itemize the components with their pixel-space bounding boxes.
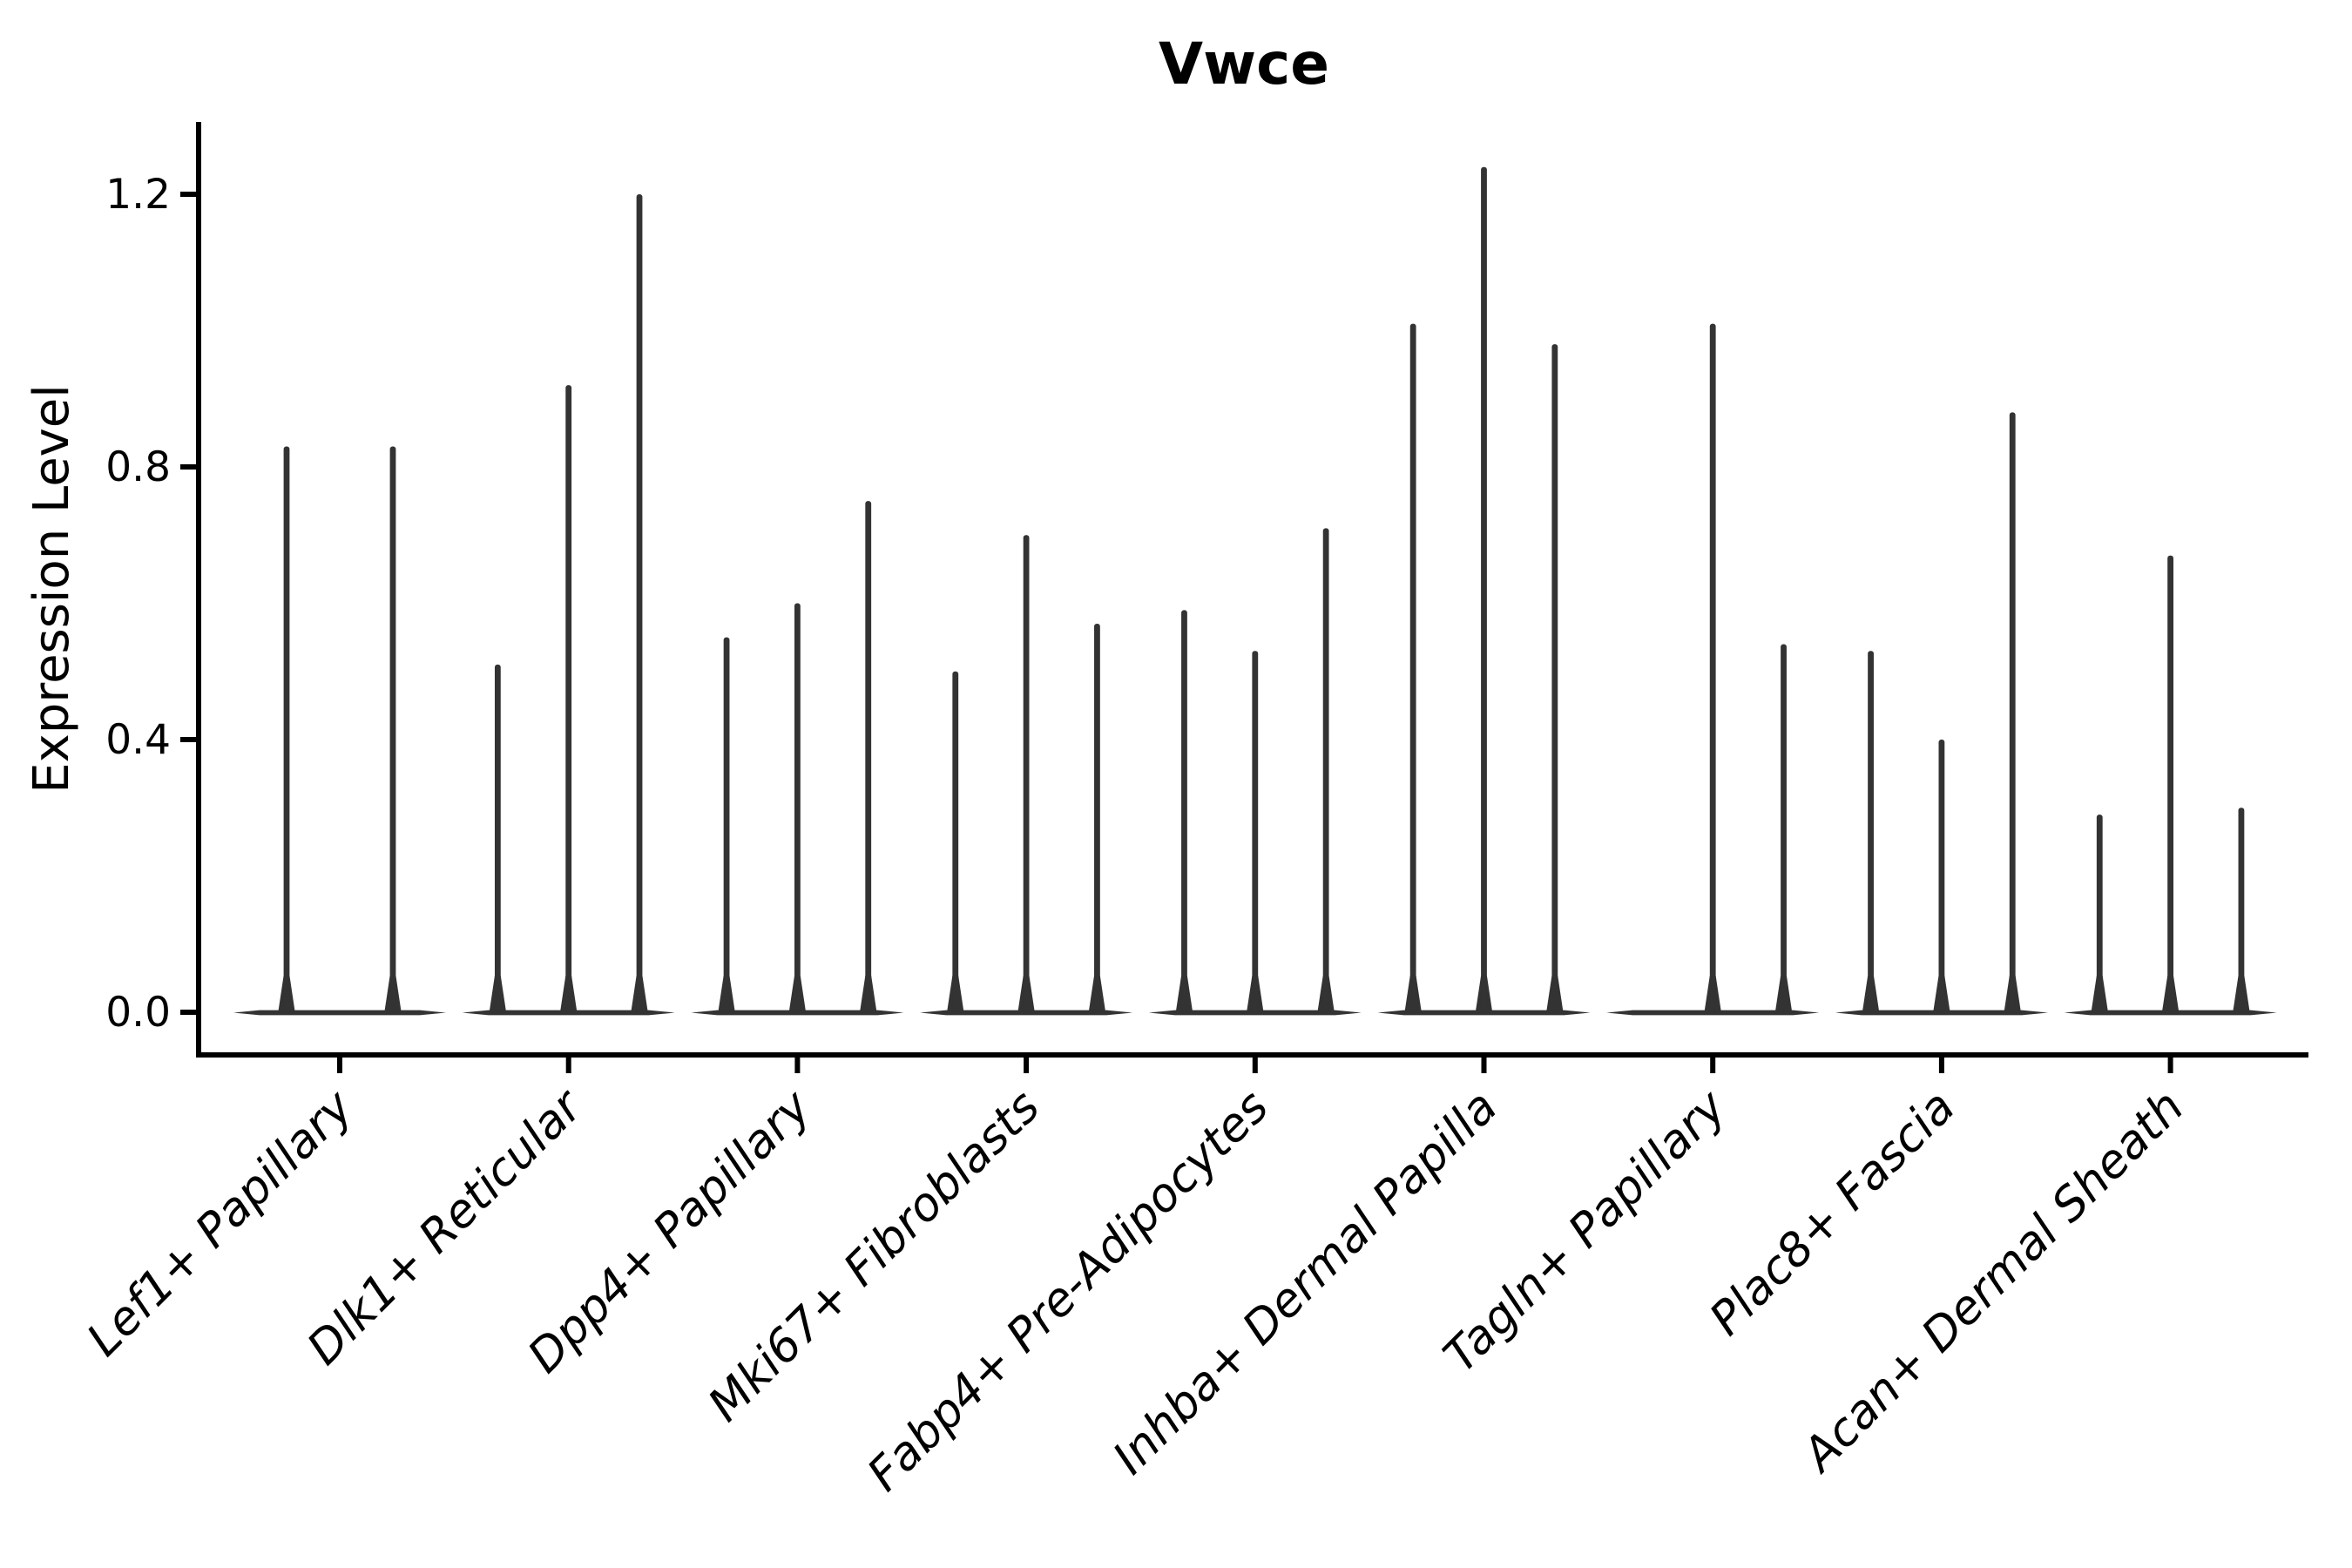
violin-spike [952, 671, 959, 1014]
y-tick [180, 1010, 196, 1015]
violin-spike [2238, 808, 2245, 1014]
violin-spike [636, 194, 643, 1014]
x-tick-label: Plac8+ Fascia [1700, 1080, 1965, 1346]
x-tick [1252, 1058, 1258, 1073]
violin-spike [1938, 740, 1945, 1014]
violin-spike [1181, 610, 1187, 1014]
y-tick [180, 737, 196, 742]
violin-spike [794, 603, 801, 1014]
violin-spike [565, 385, 572, 1015]
x-tick [1938, 1058, 1944, 1073]
y-tick [180, 192, 196, 197]
violin-spike [1481, 166, 1487, 1014]
x-tick [1710, 1058, 1716, 1073]
x-tick-label: Inhba+ Dermal Papilla [1103, 1080, 1507, 1484]
x-tick [2167, 1058, 2173, 1073]
x-tick [565, 1058, 571, 1073]
x-tick [1481, 1058, 1487, 1073]
violins-layer [233, 166, 2277, 1016]
x-tick [794, 1058, 801, 1073]
x-tick-label: Fabp4+ Pre-Adipocytes [857, 1080, 1279, 1502]
violin-spike [2096, 814, 2103, 1014]
violin-spike [1781, 644, 1787, 1014]
violin-spike [1023, 535, 1030, 1014]
violin-spike [494, 664, 501, 1014]
violin-spike [1409, 323, 1416, 1014]
violin-spike [1322, 528, 1329, 1014]
violin-spike [1868, 651, 1874, 1014]
violin-spike [1094, 623, 1100, 1014]
violin-spike [1252, 651, 1259, 1014]
violin-spike [1709, 323, 1716, 1014]
chart-title: Vwce [1159, 30, 1329, 98]
violin-spike [865, 501, 872, 1014]
violin-spike [723, 637, 730, 1014]
x-tick [1024, 1058, 1030, 1073]
y-axis-spine [196, 122, 201, 1058]
axes-layer [180, 122, 2308, 1073]
violin-spike [283, 446, 290, 1014]
x-tick-label: Acan+ Dermal Sheath [1791, 1080, 2194, 1484]
x-axis-spine [196, 1052, 2308, 1058]
violin-spike [389, 446, 396, 1014]
y-tick-label: 0.0 [105, 989, 171, 1037]
y-tick-label: 0.8 [105, 443, 171, 491]
violin-spike [1551, 344, 1558, 1014]
violin-spike [2009, 412, 2016, 1014]
violin-spike [2167, 555, 2173, 1014]
y-tick-label: 0.4 [105, 716, 171, 764]
x-tick [337, 1058, 342, 1073]
y-axis-label: Expression Level [24, 384, 80, 794]
y-tick [180, 464, 196, 470]
violin-base [233, 1010, 446, 1016]
y-tick-label: 1.2 [105, 171, 171, 219]
